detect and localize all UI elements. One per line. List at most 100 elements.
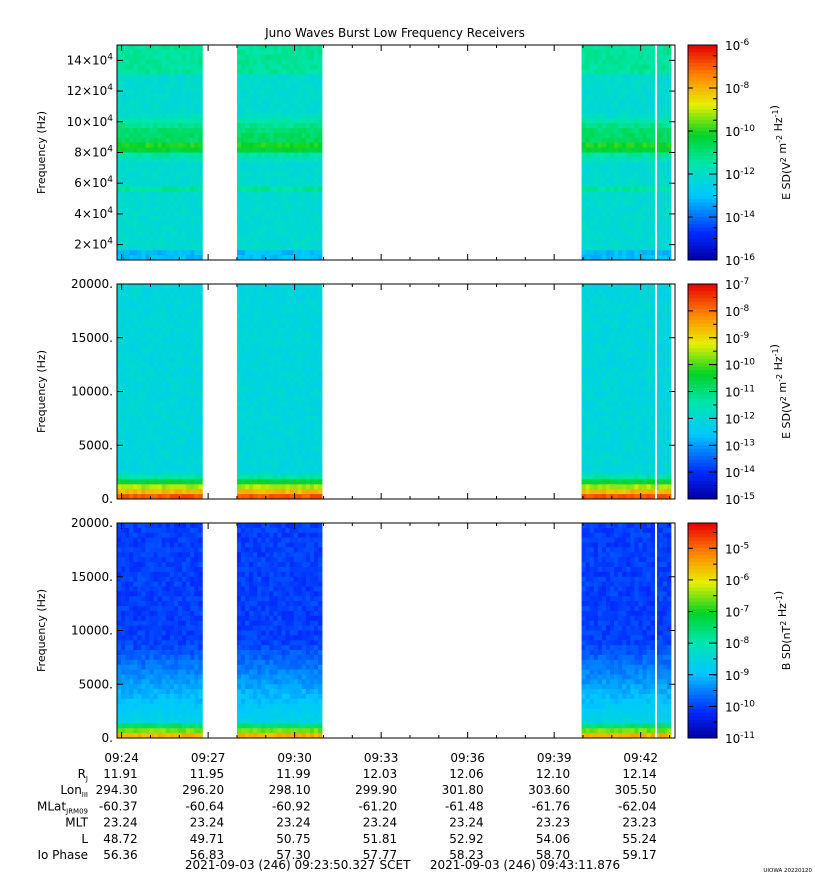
y-tick-label: 6×104 [74,175,113,190]
ephemeris-value: 48.72 [103,832,137,846]
ephemeris-value: 294.30 [96,783,138,797]
colorbar-tick-label: 10-15 [725,492,755,507]
ephemeris-value: 49.71 [190,832,224,846]
spectrogram-bottom [117,523,672,739]
colorbar-tick-label: 10-6 [725,573,750,588]
colorbar-tick-label: 10-8 [725,636,750,651]
ephemeris-value: -61.48 [445,799,484,813]
colorbar-tick-label: 10-11 [725,385,755,400]
ephemeris-value: 58.23 [449,848,483,862]
ephemeris-value: 11.95 [190,767,224,781]
spectrogram-top [117,45,672,261]
footer-end-time: 2021-09-03 (246) 09:43:11.876 [430,858,620,872]
colorbar-tick-label: 10-10 [725,358,755,373]
y-tick-label: 0. [102,731,113,745]
ephemeris-row-label: MLatJRM09 [37,799,88,815]
chart-title: Juno Waves Burst Low Frequency Receivers [264,26,525,40]
ephemeris-value: -60.92 [272,799,311,813]
y-tick-label: 10×104 [67,114,114,129]
y-tick-label: 15000. [71,331,113,345]
spectrogram-middle [117,284,672,500]
x-tick-label: 09:24 [104,751,139,765]
ephemeris-value: 57.77 [363,848,397,862]
ephemeris-value: 57.30 [276,848,310,862]
ephemeris-value: 23.23 [536,816,570,830]
ephemeris-value: 12.03 [363,767,397,781]
y-axis-label: Frequency (Hz) [35,589,48,672]
colorbar-tick-label: 10-12 [725,167,755,182]
ephemeris-value: 55.24 [622,832,656,846]
y-tick-label: 5000. [79,677,113,691]
ephemeris-value: 12.14 [622,767,656,781]
colorbar-middle: 10-7 10-8 10-9 10-10 10-11 10-12 10-13 10-14 10-… [687,277,793,507]
panel-middle: 0. 5000. 10000. 15000. 20000. Frequency (Hz) 1… [35,277,793,507]
ephemeris-value: 52.92 [449,832,483,846]
x-tick-label: 09:39 [537,751,572,765]
colorbar-tick-label: 10-9 [725,331,750,346]
footer-credit: UIOWA 20220120 [763,868,812,874]
y-tick-label: 5000. [79,438,113,452]
ephemeris-value: -61.20 [358,799,397,813]
colorbar-tick-label: 10-14 [725,210,755,225]
y-tick-label: 15000. [71,570,113,584]
colorbar-top: 10-6 10-8 10-10 10-12 10-14 10-16 E SD(V2 m-2 … [687,38,793,268]
ephemeris-row-label: L [81,832,88,846]
y-tick-label: 10000. [71,624,113,638]
colorbar-tick-label: 10-16 [725,253,755,268]
y-tick-label: 20000. [71,516,113,530]
x-tick-label: 09:27 [191,751,226,765]
colorbar-tick-label: 10-7 [725,277,749,292]
ephemeris-value: 11.91 [103,767,137,781]
time-axis: 09:24 09:27 09:30 09:33 09:36 09:39 09:42 [104,751,658,765]
x-tick-label: 09:36 [450,751,485,765]
x-tick-label: 09:42 [623,751,658,765]
ephemeris-value: 23.24 [363,816,397,830]
colorbar-tick-label: 10-12 [725,411,755,426]
ephemeris-value: 59.17 [622,848,656,862]
y-tick-label: 2×104 [74,237,113,252]
footer-scet-label: SCET [380,858,412,872]
colorbar-tick-label: 10-7 [725,605,749,620]
y-axis-label: Frequency (Hz) [35,350,48,433]
colorbar-tick-label: 10-10 [725,699,755,714]
colorbar-tick-label: 10-14 [725,465,755,480]
ephemeris-value: 56.36 [103,848,137,862]
colorbar-tick-label: 10-13 [725,438,755,453]
y-tick-label: 10000. [71,385,113,399]
colorbar-tick-label: 10-6 [725,38,750,53]
ephemeris-value: -60.64 [185,799,224,813]
x-tick-label: 09:30 [277,751,312,765]
ephemeris-value: 298.10 [269,783,311,797]
x-tick-label: 09:33 [364,751,399,765]
colorbar-label: E SD(V2 m-2 Hz-1) [768,344,793,439]
colorbar-tick-label: 10-5 [725,541,749,556]
colorbar-label: E SD(V2 m-2 Hz-1) [768,105,793,200]
ephemeris-value: 23.23 [622,816,656,830]
ephemeris-value: 58.70 [536,848,570,862]
colorbar-tick-label: 10-11 [725,731,755,746]
ephemeris-value: 23.24 [103,816,137,830]
ephemeris-value: -62.04 [618,799,657,813]
ephemeris-value: 301.80 [442,783,484,797]
ephemeris-value: 303.60 [528,783,570,797]
ephemeris-value: 11.99 [276,767,310,781]
ephemeris-value: 23.24 [190,816,224,830]
y-tick-label: 8×104 [74,145,113,160]
y-tick-label: 12×104 [67,83,114,98]
colorbar-bottom: 10-5 10-6 10-7 10-8 10-9 10-10 10-11 B SD(nT2 H… [687,522,793,746]
panel-bottom: 0. 5000. 10000. 15000. 20000. Frequency (Hz) 1… [35,516,793,746]
colorbar-tick-label: 10-8 [725,304,750,319]
ephemeris-value: -61.76 [531,799,570,813]
y-tick-label: 20000. [71,277,113,291]
ephemeris-row-label: Io Phase [37,848,88,862]
ephemeris-value: 12.10 [536,767,570,781]
ephemeris-value: 51.81 [363,832,397,846]
ephemeris-row-label: RJ [78,767,88,783]
ephemeris-value: 54.06 [536,832,570,846]
y-axis-label: Frequency (Hz) [35,111,48,194]
y-tick-label: 0. [102,492,113,506]
colorbar-label: B SD(nT2 Hz-1) [772,591,793,670]
ephemeris-value: 296.20 [182,783,224,797]
ephemeris-value: 299.90 [355,783,397,797]
